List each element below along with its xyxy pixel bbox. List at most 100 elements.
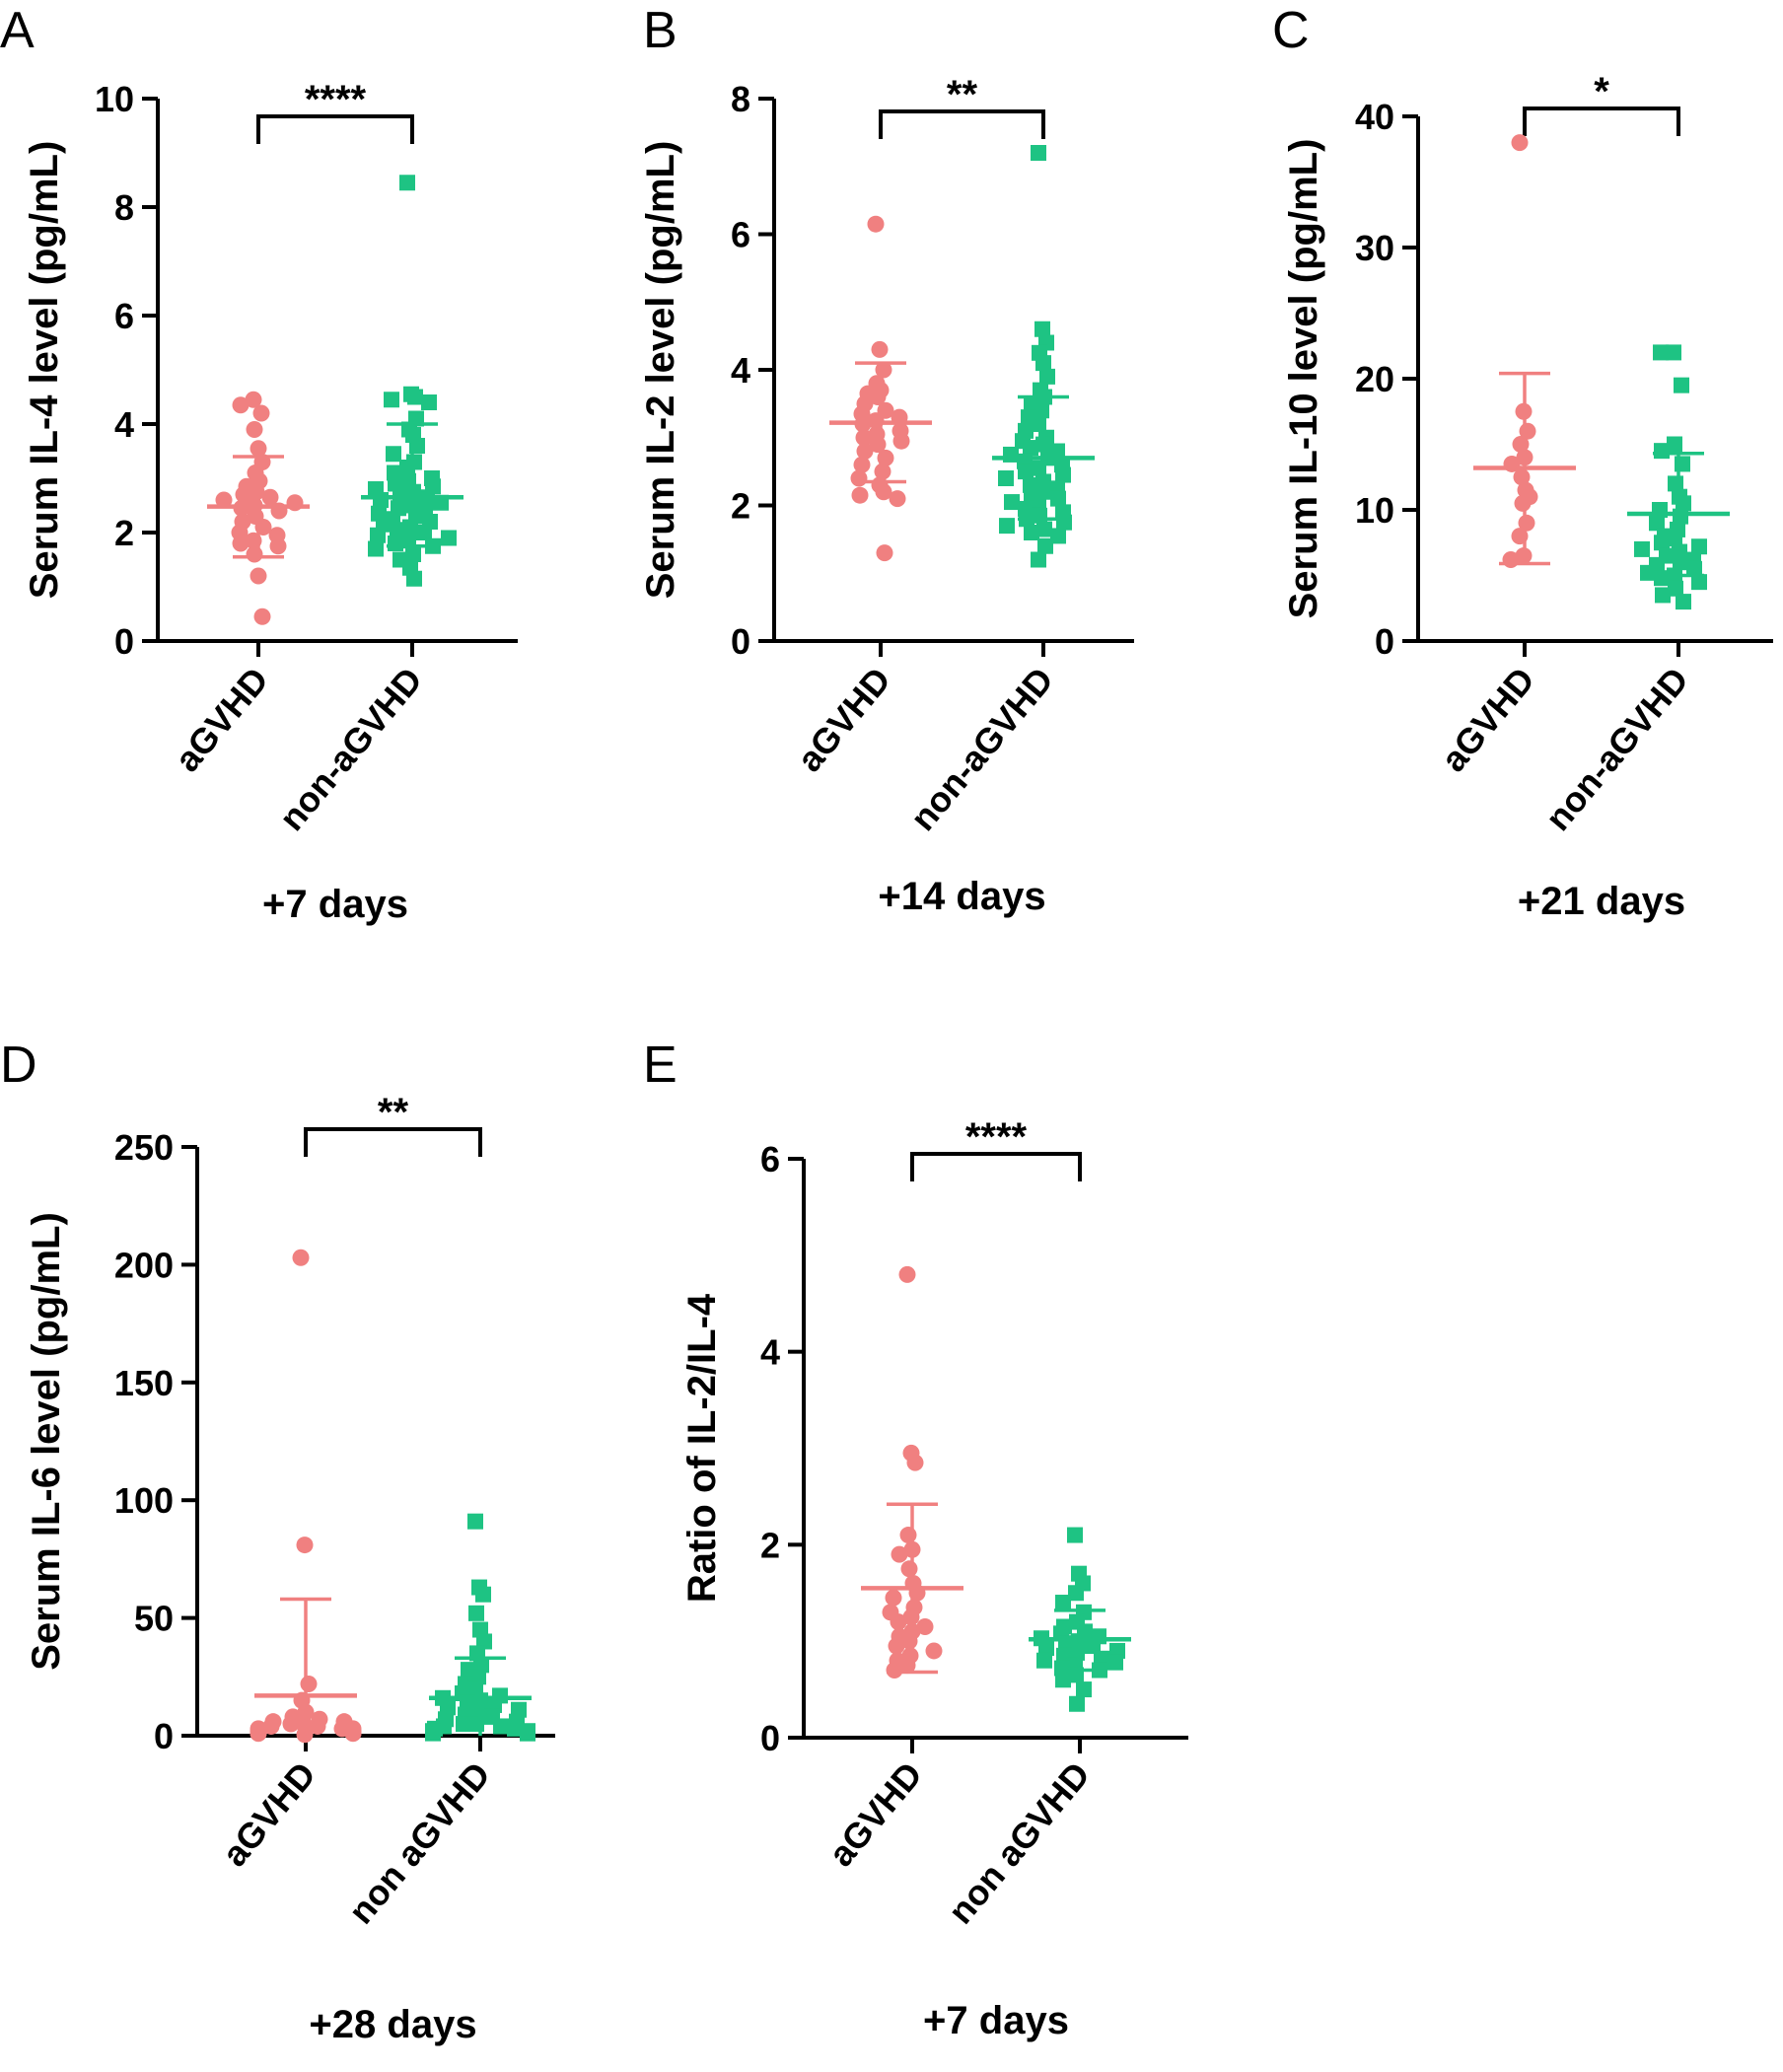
- y-tick-label-a: 10: [95, 79, 134, 119]
- data-point-c: [1667, 436, 1682, 453]
- data-point-b: [855, 429, 873, 447]
- data-point-e: [916, 1617, 934, 1635]
- data-point-e: [1055, 1595, 1071, 1611]
- data-point-b: [892, 432, 910, 450]
- data-point-a: [235, 486, 252, 503]
- significance-label-a: ****: [305, 78, 367, 121]
- category-label-b: non-aGVHD: [902, 660, 1061, 838]
- data-point-b: [999, 518, 1015, 535]
- data-point-c: [1676, 594, 1691, 610]
- data-point-a: [232, 396, 250, 414]
- y-tick-label-b: 0: [731, 621, 750, 662]
- data-point-b: [853, 456, 871, 473]
- data-point-e: [1085, 1638, 1101, 1655]
- data-point-b: [1036, 521, 1052, 537]
- data-point-a: [246, 421, 263, 438]
- y-tick-label-e: 4: [760, 1332, 780, 1373]
- y-tick-label-d: 200: [114, 1245, 174, 1285]
- y-tick-label-b: 2: [731, 486, 750, 527]
- y-tick-label-a: 4: [114, 404, 134, 445]
- y-tick-label-a: 0: [114, 621, 134, 662]
- significance-bracket-a: [256, 114, 414, 144]
- data-point-a: [250, 567, 267, 585]
- timepoint-label-e: +7 days: [923, 1999, 1069, 2042]
- data-point-b: [876, 544, 893, 562]
- significance-bracket-d: [304, 1127, 482, 1157]
- category-label-b: aGVHD: [789, 660, 898, 779]
- category-label-a: non-aGVHD: [271, 660, 430, 838]
- y-tick-label-c: 10: [1355, 490, 1394, 531]
- panel-a: A 0 2 4 6 8 10 Serum IL-4 level (pg/mL) aGVHDnon…: [0, 2, 518, 926]
- category-label-d: aGVHD: [214, 1754, 323, 1874]
- data-point-d: [309, 1717, 326, 1735]
- y-tick-label-e: 0: [760, 1718, 780, 1758]
- panel-e: E 0 2 4 6 Ratio of IL-2/IL-4 aGVHD non aGVHD +7 …: [643, 1036, 1188, 2042]
- data-point-c: [1691, 538, 1707, 555]
- data-point-e: [1076, 1681, 1092, 1698]
- data-point-b: [1055, 466, 1071, 483]
- data-point-b: [1004, 494, 1020, 511]
- y-tick-label-b: 8: [731, 79, 750, 119]
- data-point-d: [467, 1513, 483, 1530]
- data-point-c: [1674, 377, 1689, 393]
- data-point-a: [416, 525, 432, 540]
- y-tick-label-a: 8: [114, 187, 134, 228]
- data-point-b: [1056, 514, 1072, 531]
- data-point-d: [282, 1715, 300, 1733]
- data-point-e: [1069, 1695, 1085, 1712]
- significance-bracket-c: [1523, 107, 1680, 136]
- data-point-a: [232, 535, 250, 552]
- data-point-e: [891, 1545, 908, 1563]
- data-point-d: [520, 1725, 535, 1742]
- significance-bracket-e: [910, 1152, 1082, 1181]
- data-point-d: [250, 1725, 267, 1743]
- timepoint-label-c: +21 days: [1518, 880, 1685, 923]
- data-point-d: [292, 1249, 310, 1266]
- data-point-a: [368, 540, 384, 557]
- data-point-b: [874, 463, 892, 480]
- data-point-b: [856, 443, 874, 460]
- y-axis-label-b: Serum IL-2 level (pg/mL): [639, 141, 682, 600]
- data-point-b: [1034, 402, 1049, 419]
- data-point-d: [425, 1725, 441, 1742]
- data-point-d: [344, 1725, 362, 1743]
- data-point-a: [399, 175, 415, 191]
- data-point-d: [475, 1586, 491, 1603]
- data-point-e: [899, 1527, 917, 1544]
- significance-label-e: ****: [965, 1115, 1028, 1159]
- data-point-c: [1655, 587, 1671, 604]
- data-point-a: [441, 530, 457, 546]
- data-point-b: [1031, 145, 1046, 161]
- data-point-c: [1668, 580, 1683, 597]
- timepoint-label-d: +28 days: [309, 2003, 476, 2046]
- data-point-b: [1037, 537, 1053, 554]
- data-point-a: [405, 546, 421, 562]
- panel-d: D 0 50 100 150 200 250 Serum IL-6 level (pg/mL)…: [0, 1036, 555, 2046]
- data-point-b: [1034, 321, 1050, 337]
- data-point-c: [1514, 494, 1532, 512]
- data-point-a: [248, 483, 265, 501]
- panel-b: B 0 2 4 6 8 Serum IL-2 level (pg/mL) aGVHD non-a…: [639, 2, 1134, 918]
- significance-label-d: **: [378, 1091, 409, 1134]
- data-point-e: [1038, 1640, 1054, 1657]
- y-tick-label-d: 50: [134, 1599, 174, 1639]
- data-point-a: [215, 491, 233, 509]
- y-tick-label-d: 0: [154, 1716, 174, 1756]
- data-point-d: [262, 1717, 280, 1735]
- data-point-a: [261, 488, 279, 506]
- category-label-e: non aGVHD: [940, 1754, 1098, 1932]
- panel-letter-c: C: [1272, 2, 1310, 59]
- data-point-a: [407, 389, 423, 405]
- y-tick-label-a: 2: [114, 513, 134, 553]
- y-tick-label-a: 6: [114, 296, 134, 336]
- data-point-d: [456, 1716, 471, 1733]
- category-label-a: aGVHD: [167, 660, 276, 779]
- data-point-a: [269, 537, 287, 555]
- data-point-a: [246, 545, 263, 563]
- y-tick-label-c: 0: [1375, 621, 1394, 662]
- data-point-d: [300, 1675, 318, 1692]
- data-point-a: [370, 527, 386, 543]
- data-point-a: [245, 391, 262, 408]
- data-point-b: [1024, 525, 1039, 540]
- data-point-c: [1640, 564, 1656, 581]
